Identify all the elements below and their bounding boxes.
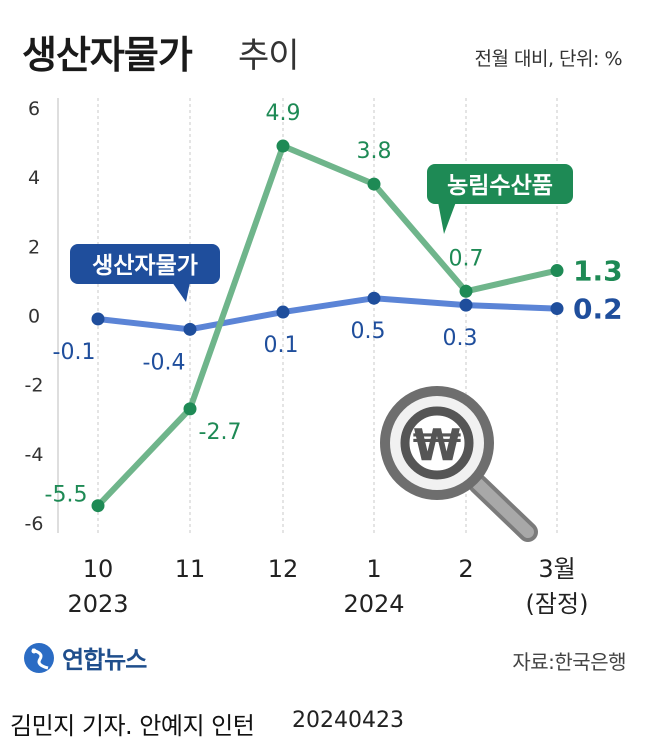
- chart-title: 생산자물가: [22, 33, 193, 77]
- x-tick-label: 1: [366, 555, 381, 583]
- data-point: [183, 322, 197, 336]
- logo-text: 연합뉴스: [62, 646, 147, 674]
- data-point: [367, 177, 381, 191]
- data-label: 0.3: [443, 326, 478, 351]
- legend-callout-pointer: [172, 282, 190, 302]
- y-tick-label: 2: [28, 236, 40, 258]
- x-tick-label: 2: [458, 555, 473, 583]
- legend-callout-box: [70, 244, 220, 284]
- series-line: [95, 295, 560, 333]
- data-point: [276, 305, 290, 319]
- data-point: [91, 312, 105, 326]
- data-point: [459, 284, 473, 298]
- data-label: -0.4: [143, 350, 186, 375]
- unit-note: 전월 대비, 단위: %: [474, 48, 623, 70]
- x-tick-sublabel: 2023: [67, 590, 128, 618]
- data-point: [550, 264, 564, 278]
- data-point: [91, 499, 105, 513]
- x-tick-label: 11: [175, 555, 206, 583]
- magnifier-handle-inner: [472, 478, 534, 538]
- legend-label: 생산자물가: [92, 253, 198, 279]
- data-label: 0.5: [351, 319, 386, 344]
- data-label: 0.7: [449, 246, 484, 271]
- y-tick-label: -2: [25, 375, 44, 397]
- x-tick-sublabel: (잠정): [526, 590, 589, 618]
- legend-callout-box: [427, 164, 573, 204]
- yonhap-globe-icon: [24, 642, 54, 673]
- data-label: -5.5: [45, 483, 88, 508]
- x-tick-label: 3월: [538, 555, 575, 583]
- data-point: [367, 291, 381, 305]
- y-tick-label: -6: [25, 513, 44, 535]
- y-tick-label: 0: [28, 306, 40, 328]
- source-note: 자료:한국은행: [512, 650, 626, 674]
- legend-callout-pointer: [438, 202, 456, 234]
- footer-credit: 김민지 기자. 안예지 인턴: [10, 712, 255, 740]
- data-point: [550, 302, 564, 316]
- data-label: -2.7: [199, 420, 242, 445]
- data-label: 4.9: [266, 101, 301, 126]
- won-coin: [400, 406, 474, 480]
- y-tick-label: 6: [28, 98, 40, 120]
- data-label: 3.8: [357, 139, 392, 164]
- won-symbol: ₩: [413, 420, 462, 471]
- x-tick-sublabel: 2024: [343, 590, 404, 618]
- data-label: 1.3: [573, 255, 623, 288]
- x-tick-label: 12: [268, 555, 299, 583]
- y-tick-label: 4: [28, 167, 40, 189]
- x-tick-label: 10: [83, 555, 114, 583]
- y-tick-label: -4: [25, 444, 44, 466]
- footer-bar: [0, 695, 650, 756]
- data-label: -0.1: [53, 340, 96, 365]
- chart-subtitle: 추이: [238, 36, 300, 76]
- data-point: [183, 402, 197, 416]
- legend-label: 농림수산품: [447, 173, 553, 199]
- logo: 연합뉴스: [22, 640, 147, 675]
- data-point: [459, 298, 473, 312]
- series-line: [95, 143, 560, 509]
- footer-date: 20240423: [292, 708, 404, 733]
- data-label: 0.2: [573, 293, 623, 326]
- data-label: 0.1: [264, 333, 299, 358]
- data-point: [276, 139, 290, 153]
